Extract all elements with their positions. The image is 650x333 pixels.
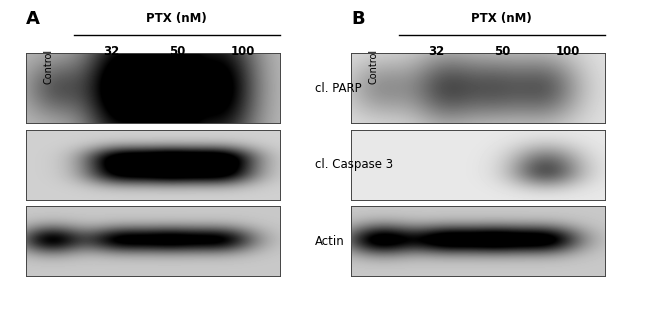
Text: A: A <box>26 10 40 28</box>
Text: PTX (nM): PTX (nM) <box>146 12 207 25</box>
Text: PTX (nM): PTX (nM) <box>471 12 532 25</box>
Text: cl. Caspase 3: cl. Caspase 3 <box>315 158 393 171</box>
Text: Control: Control <box>44 49 54 84</box>
Text: 100: 100 <box>555 45 580 58</box>
Text: 50: 50 <box>493 45 510 58</box>
Text: 32: 32 <box>103 45 119 58</box>
Text: B: B <box>351 10 365 28</box>
Text: 32: 32 <box>428 45 444 58</box>
Text: 100: 100 <box>230 45 255 58</box>
Text: Control: Control <box>369 49 379 84</box>
Text: cl. PARP: cl. PARP <box>315 82 362 95</box>
Text: 50: 50 <box>168 45 185 58</box>
Text: Actin: Actin <box>315 235 345 248</box>
